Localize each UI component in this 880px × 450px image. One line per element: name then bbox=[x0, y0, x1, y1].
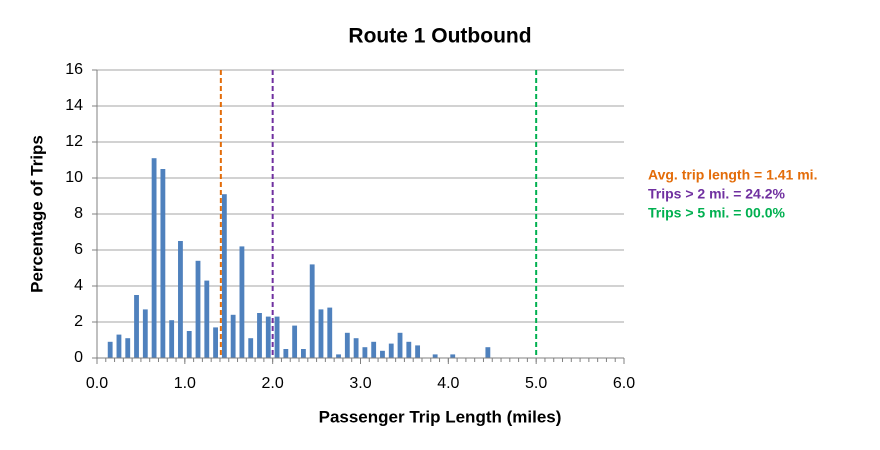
x-tick-label: 4.0 bbox=[437, 375, 459, 392]
bar bbox=[300, 349, 306, 358]
bar bbox=[265, 316, 271, 358]
bar bbox=[362, 347, 368, 358]
x-tick-label: 5.0 bbox=[525, 375, 547, 392]
annotation: Trips > 5 mi. = 00.0% bbox=[648, 205, 786, 221]
bar bbox=[186, 331, 192, 358]
x-tick-label: 1.0 bbox=[174, 375, 196, 392]
y-tick-label: 2 bbox=[74, 313, 83, 330]
x-axis-label: Passenger Trip Length (miles) bbox=[319, 407, 562, 426]
bar bbox=[336, 354, 341, 358]
annotation: Avg. trip length = 1.41 mi. bbox=[648, 167, 817, 183]
bar bbox=[353, 338, 359, 358]
bar bbox=[125, 338, 131, 358]
bar bbox=[283, 349, 289, 358]
bar bbox=[257, 313, 262, 358]
bar bbox=[485, 347, 491, 358]
bar bbox=[274, 316, 280, 358]
bar bbox=[178, 241, 183, 358]
chart-title: Route 1 Outbound bbox=[348, 25, 531, 48]
bar bbox=[432, 354, 438, 358]
bar bbox=[107, 341, 113, 358]
bar bbox=[397, 332, 403, 358]
bar bbox=[160, 169, 166, 358]
bar bbox=[292, 325, 298, 358]
y-tick-label: 6 bbox=[74, 241, 83, 258]
y-tick-label: 4 bbox=[74, 277, 83, 294]
bar bbox=[318, 309, 324, 358]
annotation: Trips > 2 mi. = 24.2% bbox=[648, 186, 786, 202]
bar bbox=[169, 320, 175, 358]
bar bbox=[213, 327, 218, 358]
y-tick-label: 14 bbox=[65, 97, 83, 114]
x-tick-label: 3.0 bbox=[349, 375, 371, 392]
y-tick-label: 12 bbox=[65, 133, 83, 150]
bar bbox=[116, 334, 122, 358]
bar bbox=[248, 338, 254, 358]
y-tick-label: 10 bbox=[65, 169, 83, 186]
bar bbox=[406, 341, 412, 358]
bar bbox=[195, 260, 201, 358]
bar bbox=[239, 246, 245, 358]
x-tick-label: 2.0 bbox=[262, 375, 284, 392]
y-tick-label: 16 bbox=[65, 61, 83, 78]
bar bbox=[230, 314, 236, 358]
bar bbox=[327, 307, 333, 358]
bar bbox=[134, 295, 139, 358]
x-tick-label: 0.0 bbox=[86, 375, 108, 392]
bar bbox=[380, 350, 385, 358]
bar bbox=[450, 354, 456, 358]
y-tick-label: 0 bbox=[74, 349, 83, 366]
bar bbox=[309, 264, 315, 358]
bar bbox=[142, 309, 148, 358]
bar bbox=[204, 280, 210, 358]
bar bbox=[344, 332, 350, 358]
bar bbox=[388, 343, 394, 358]
y-axis-label: Percentage of Trips bbox=[27, 135, 46, 293]
bar bbox=[371, 341, 377, 358]
y-tick-label: 8 bbox=[74, 205, 83, 222]
bar bbox=[221, 194, 227, 358]
bar bbox=[151, 158, 157, 358]
x-tick-label: 6.0 bbox=[613, 375, 635, 392]
bar bbox=[415, 345, 421, 358]
